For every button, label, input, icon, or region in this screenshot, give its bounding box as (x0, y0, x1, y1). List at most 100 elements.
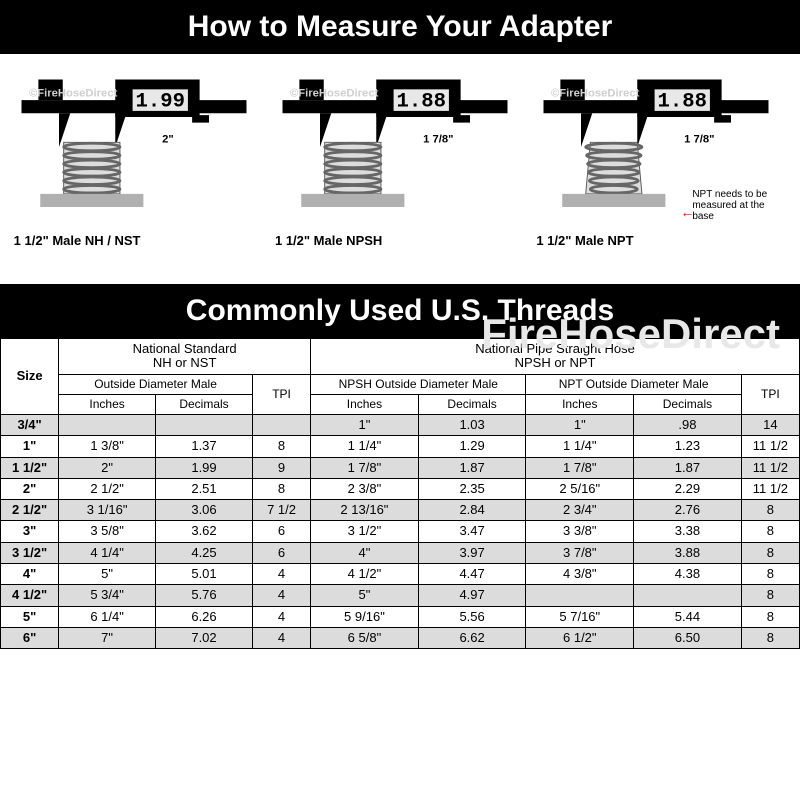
hdr-sub-npt: NPT Outside Diameter Male (526, 374, 741, 394)
cell: 2 13/16" (311, 500, 419, 521)
hdr-group-np: National Pipe Straight HoseNPSH or NPT (311, 339, 800, 375)
hdr-inches: Inches (311, 394, 419, 414)
cell (526, 585, 634, 606)
cell: 1.03 (418, 414, 526, 435)
cell: 4 (252, 606, 310, 627)
cell: 6.62 (418, 627, 526, 648)
cell: 4 1/2" (311, 564, 419, 585)
cell: 11 1/2 (741, 478, 799, 499)
svg-text:©FireHoseDirect: ©FireHoseDirect (29, 87, 118, 99)
hdr-tpi-nh: TPI (252, 374, 310, 414)
cell: 2 5/16" (526, 478, 634, 499)
cell: 9 (252, 457, 310, 478)
cell: 1.29 (418, 436, 526, 457)
cell: 3 1/16" (59, 500, 156, 521)
cell: 5 3/4" (59, 585, 156, 606)
svg-text:1 7/8": 1 7/8" (423, 133, 453, 145)
cell: 4 (252, 627, 310, 648)
cell: 3.06 (156, 500, 253, 521)
cell: 3 1/2" (311, 521, 419, 542)
table-row: 6"7"7.0246 5/8"6.626 1/2"6.508 (1, 627, 800, 648)
cell: 1 7/8" (526, 457, 634, 478)
cell: 5" (1, 606, 59, 627)
cell: 3 3/8" (526, 521, 634, 542)
cell: 1.87 (634, 457, 742, 478)
cell: 3.97 (418, 542, 526, 563)
table-row: 3/4"1"1.031".9814 (1, 414, 800, 435)
cell: 5.44 (634, 606, 742, 627)
table-row: 1"1 3/8"1.3781 1/4"1.291 1/4"1.2311 1/2 (1, 436, 800, 457)
cell: 8 (741, 564, 799, 585)
cell: 5 9/16" (311, 606, 419, 627)
svg-text:1.99: 1.99 (135, 91, 184, 114)
cell: 4" (311, 542, 419, 563)
table-row: 4"5"5.0144 1/2"4.474 3/8"4.388 (1, 564, 800, 585)
cell: 8 (741, 606, 799, 627)
cell: 1 1/4" (526, 436, 634, 457)
hdr-decimals: Decimals (418, 394, 526, 414)
caliper-icon: 1.88 ©FireHoseDirect 1 7/8" (275, 72, 515, 222)
cell: 2 3/8" (311, 478, 419, 499)
cell: 3.88 (634, 542, 742, 563)
cell: 4.47 (418, 564, 526, 585)
hdr-sub-npsh: NPSH Outside Diameter Male (311, 374, 526, 394)
table-row: 1 1/2"2"1.9991 7/8"1.871 7/8"1.8711 1/2 (1, 457, 800, 478)
cell: 3.47 (418, 521, 526, 542)
cell: 5.76 (156, 585, 253, 606)
table-row: 3 1/2"4 1/4"4.2564"3.973 7/8"3.888 (1, 542, 800, 563)
svg-text:1.88: 1.88 (658, 91, 707, 114)
svg-text:2": 2" (162, 133, 174, 145)
table-row: 5"6 1/4"6.2645 9/16"5.565 7/16"5.448 (1, 606, 800, 627)
svg-text:1.88: 1.88 (396, 91, 445, 114)
cell: 3/4" (1, 414, 59, 435)
diagram-caption: 1 1/2" Male NPT (536, 233, 786, 248)
hdr-group-nh: National StandardNH or NST (59, 339, 311, 375)
cell: 4 1/2" (1, 585, 59, 606)
cell: 1" (311, 414, 419, 435)
table-row: 2"2 1/2"2.5182 3/8"2.352 5/16"2.2911 1/2 (1, 478, 800, 499)
cell: 4.97 (418, 585, 526, 606)
cell: 3 1/2" (1, 542, 59, 563)
cell: 5 7/16" (526, 606, 634, 627)
diagram-1: 1.88 ©FireHoseDirect 1 7/8" 1 1/2" Male … (275, 72, 525, 248)
cell: 6 5/8" (311, 627, 419, 648)
caliper-icon: 1.99 ©FireHoseDirect 2" (14, 72, 254, 222)
cell: 2.76 (634, 500, 742, 521)
cell: 1.37 (156, 436, 253, 457)
cell: 4.38 (634, 564, 742, 585)
cell: 11 1/2 (741, 457, 799, 478)
cell: 6.26 (156, 606, 253, 627)
cell: 2" (59, 457, 156, 478)
cell: 4.25 (156, 542, 253, 563)
cell: 8 (741, 521, 799, 542)
svg-text:©FireHoseDirect: ©FireHoseDirect (290, 87, 379, 99)
cell: 1.87 (418, 457, 526, 478)
cell: 5" (311, 585, 419, 606)
cell: 2.51 (156, 478, 253, 499)
cell: 5.01 (156, 564, 253, 585)
svg-text:©FireHoseDirect: ©FireHoseDirect (551, 87, 640, 99)
cell: 4 (252, 585, 310, 606)
cell: 1.99 (156, 457, 253, 478)
cell: 1.23 (634, 436, 742, 457)
cell: 2.35 (418, 478, 526, 499)
cell: 3.38 (634, 521, 742, 542)
table-row: 2 1/2"3 1/16"3.067 1/22 13/16"2.842 3/4"… (1, 500, 800, 521)
cell: 3 7/8" (526, 542, 634, 563)
cell: 7 1/2 (252, 500, 310, 521)
cell: 6 (252, 542, 310, 563)
svg-text:1 7/8": 1 7/8" (684, 133, 714, 145)
cell: 4 3/8" (526, 564, 634, 585)
cell: 4 (252, 564, 310, 585)
cell: 3" (1, 521, 59, 542)
cell: 8 (741, 585, 799, 606)
cell: 8 (741, 542, 799, 563)
table-row: 4 1/2"5 3/4"5.7645"4.97 8 (1, 585, 800, 606)
cell: 4 1/4" (59, 542, 156, 563)
cell: 3 5/8" (59, 521, 156, 542)
cell: 6 1/4" (59, 606, 156, 627)
cell: 8 (741, 500, 799, 521)
cell: 1" (526, 414, 634, 435)
cell: 2 1/2" (59, 478, 156, 499)
cell: 7" (59, 627, 156, 648)
